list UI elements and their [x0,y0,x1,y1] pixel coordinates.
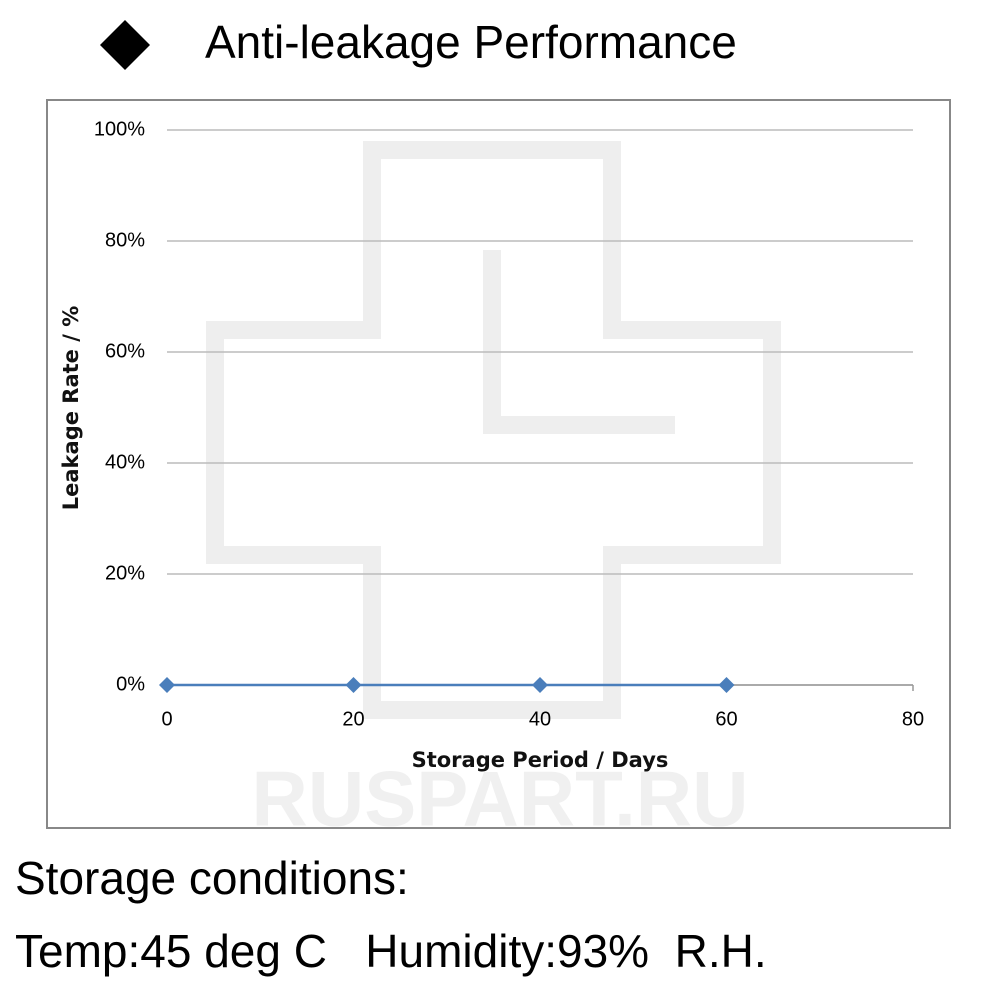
y-tick-label: 0% [116,673,145,695]
note: Storage conditions: [15,852,409,904]
chart-title: Anti-leakage Performance [205,16,737,68]
chart-frame [46,99,951,829]
y-tick-label: 60% [105,340,145,362]
x-tick-label: 20 [342,708,364,730]
y-tick-label: 80% [105,229,145,251]
watermark: RUSPART.RU [252,755,749,843]
y-tick-label: 40% [105,451,145,473]
data-point [718,677,735,693]
y-tick-label: 20% [105,562,145,584]
watermark-cross [206,141,781,719]
x-tick-label: 60 [715,708,737,730]
data-point [345,677,362,693]
x-tick-label: 0 [161,708,172,730]
title-bullet [100,20,150,70]
x-tick-label: 40 [529,708,551,730]
data-point [159,677,175,693]
y-axis-title: Leakage Rate / % [59,306,83,510]
y-tick-label: 100% [94,118,145,140]
x-tick-label: 80 [902,708,924,730]
x-axis-title: Storage Period / Days [412,748,669,772]
note: Temp:45 deg C Humidity:93% R.H. [15,925,767,977]
data-point [532,677,548,693]
